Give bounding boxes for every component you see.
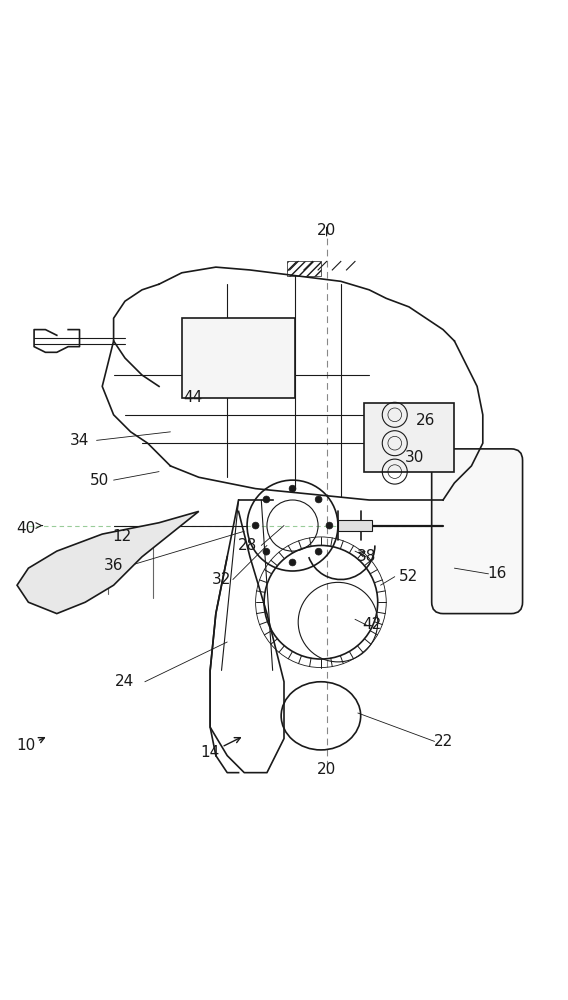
Circle shape — [263, 548, 270, 555]
Text: 40: 40 — [16, 521, 35, 536]
Text: 28: 28 — [237, 538, 257, 553]
FancyBboxPatch shape — [432, 449, 523, 614]
Text: 12: 12 — [112, 529, 132, 544]
Text: 20: 20 — [317, 223, 336, 238]
Text: 44: 44 — [183, 390, 203, 405]
Text: 38: 38 — [357, 549, 376, 564]
Circle shape — [289, 485, 296, 492]
Circle shape — [263, 496, 270, 503]
Text: 24: 24 — [115, 674, 135, 689]
Text: 10: 10 — [16, 738, 35, 753]
Text: 34: 34 — [70, 433, 89, 448]
Text: 36: 36 — [104, 558, 123, 573]
Circle shape — [315, 548, 322, 555]
Bar — [287, 261, 321, 276]
Text: 20: 20 — [317, 762, 336, 777]
Circle shape — [326, 522, 333, 529]
FancyBboxPatch shape — [182, 318, 295, 398]
Text: 22: 22 — [433, 734, 453, 749]
Circle shape — [252, 522, 259, 529]
Circle shape — [289, 559, 296, 566]
Text: 16: 16 — [487, 566, 507, 581]
Bar — [338, 520, 372, 531]
Circle shape — [315, 496, 322, 503]
Polygon shape — [17, 511, 199, 614]
Text: 52: 52 — [399, 569, 419, 584]
Text: 42: 42 — [362, 617, 382, 632]
Text: 50: 50 — [90, 473, 109, 488]
Text: 14: 14 — [201, 745, 220, 760]
Text: 32: 32 — [212, 572, 231, 587]
FancyBboxPatch shape — [364, 403, 454, 472]
Text: 26: 26 — [416, 413, 436, 428]
Text: 30: 30 — [405, 450, 424, 465]
